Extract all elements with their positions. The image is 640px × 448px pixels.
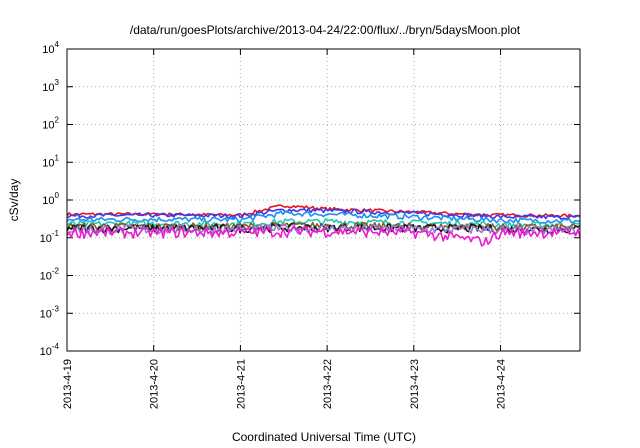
y-tick-label: 10-3	[40, 304, 60, 320]
chart-title: /data/run/goesPlots/archive/2013-04-24/2…	[130, 23, 521, 37]
series-line	[66, 207, 581, 221]
y-tick-label: 100	[42, 191, 59, 207]
y-tick-label: 10-2	[40, 267, 60, 283]
y-tick-label: 103	[42, 78, 59, 94]
series-line	[66, 210, 581, 225]
x-tick-labels: 2013-4-19 2013-4-20 2013-4-21 2013-4-22 2013…	[62, 359, 508, 409]
series-line	[66, 226, 581, 247]
grid	[66, 48, 580, 352]
x-tick-label: 2013-4-24	[496, 359, 508, 409]
y-tick-label: 102	[42, 116, 59, 132]
x-tick-label: 2013-4-22	[322, 359, 334, 409]
x-tick-label: 2013-4-23	[409, 359, 421, 409]
x-tick-label: 2013-4-21	[235, 359, 247, 409]
y-tick-label: 101	[42, 153, 59, 169]
series-group	[66, 204, 581, 247]
x-tick-label: 2013-4-20	[149, 359, 161, 409]
y-axis-label: cSv/day	[7, 179, 21, 222]
series-line	[66, 204, 581, 218]
y-tick-label: 104	[42, 40, 59, 56]
y-tick-label: 10-4	[40, 342, 60, 358]
plot-frame	[66, 48, 581, 352]
y-tick-label: 10-1	[40, 229, 60, 245]
x-tick-label: 2013-4-19	[62, 359, 74, 409]
x-axis-label: Coordinated Universal Time (UTC)	[232, 430, 416, 444]
y-tick-labels: 10-4 10-3 10-2 10-1 100 101 102 103 104	[40, 40, 60, 358]
